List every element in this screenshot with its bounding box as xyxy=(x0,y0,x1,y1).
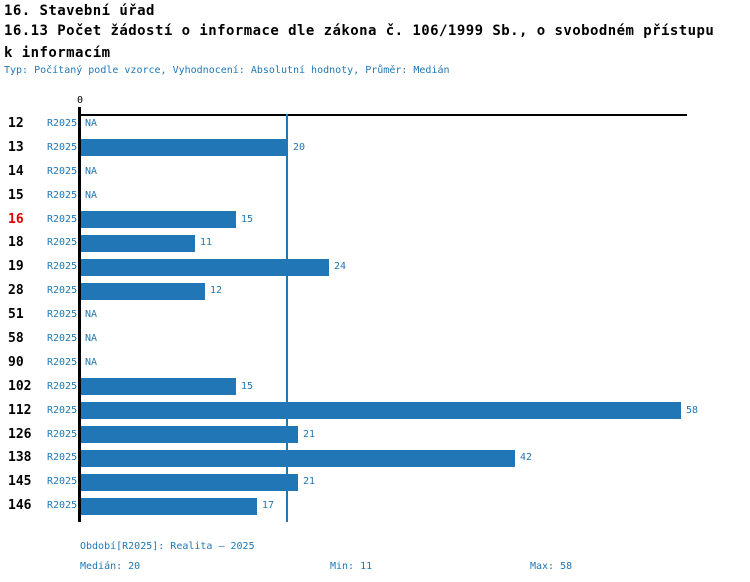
chart-row: 138 R2025 42 xyxy=(0,446,750,470)
row-series-label: R2025 xyxy=(47,213,78,225)
chart-row: 28 R2025 12 xyxy=(0,279,750,303)
row-series-label: R2025 xyxy=(47,404,78,416)
row-series-label: R2025 xyxy=(47,309,78,321)
bar-value-label: 11 xyxy=(200,237,213,249)
row-id-label: 28 xyxy=(8,283,24,299)
bar-value-label: 21 xyxy=(303,428,316,440)
bar-rows-container: 12 R2025 NA 13 R2025 20 14 R2025 NA 15 R2025 NA 16 R2… xyxy=(0,112,750,518)
chart-row: 51 R2025 NA xyxy=(0,303,750,327)
row-id-label: 90 xyxy=(8,354,24,370)
chart-row: 126 R2025 21 xyxy=(0,423,750,447)
row-id-label: 58 xyxy=(8,331,24,347)
report-header: 16. Stavební úřad 16.13 Počet žádostí o … xyxy=(4,2,722,78)
row-series-label: R2025 xyxy=(47,476,78,488)
row-id-label: 126 xyxy=(8,426,32,442)
row-na-label: NA xyxy=(85,333,98,345)
chart-row: 15 R2025 NA xyxy=(0,184,750,208)
chart-row: 16 R2025 15 xyxy=(0,208,750,232)
row-series-label: R2025 xyxy=(47,333,78,345)
row-series-label: R2025 xyxy=(47,285,78,297)
row-id-label: 51 xyxy=(8,307,24,323)
bar-value-label: 12 xyxy=(210,285,223,297)
row-id-label: 18 xyxy=(8,235,24,251)
row-na-label: NA xyxy=(85,118,98,129)
row-series-label: R2025 xyxy=(47,428,78,440)
chart-row: 145 R2025 21 xyxy=(0,470,750,494)
value-bar xyxy=(81,258,330,276)
row-series-label: R2025 xyxy=(47,261,78,273)
row-series-label: R2025 xyxy=(47,356,78,368)
value-bar xyxy=(81,378,237,396)
value-bar xyxy=(81,426,299,444)
row-id-label: 146 xyxy=(8,498,32,514)
median-reference-line xyxy=(286,114,288,522)
row-na-label: NA xyxy=(85,309,98,321)
row-series-label: R2025 xyxy=(47,189,78,201)
chart-row: 19 R2025 24 xyxy=(0,255,750,279)
chart-title: 16.13 Počet žádostí o informace dle záko… xyxy=(4,23,715,61)
bar-value-label: 42 xyxy=(520,452,533,464)
bar-value-label: 24 xyxy=(334,261,347,273)
row-series-label: R2025 xyxy=(47,452,78,464)
bar-value-label: 15 xyxy=(241,380,254,392)
row-id-label: 145 xyxy=(8,474,32,490)
value-bar xyxy=(81,282,206,300)
chart-row: 13 R2025 20 xyxy=(0,136,750,160)
footer-min-stat: Min: 11 xyxy=(330,561,373,572)
row-na-label: NA xyxy=(85,165,98,177)
bar-value-label: 58 xyxy=(686,404,699,416)
x-axis-line xyxy=(78,114,687,116)
row-id-label: 112 xyxy=(8,402,32,418)
row-na-label: NA xyxy=(85,189,98,201)
chart-row: 18 R2025 11 xyxy=(0,231,750,255)
footer-max-stat: Max: 58 xyxy=(530,561,573,572)
bar-value-label: 20 xyxy=(293,141,306,153)
value-bar xyxy=(81,473,299,491)
row-id-label: 138 xyxy=(8,450,32,466)
value-bar xyxy=(81,402,681,420)
row-id-label: 19 xyxy=(8,259,24,275)
chart-row: 112 R2025 58 xyxy=(0,399,750,423)
row-series-label: R2025 xyxy=(47,141,78,153)
y-axis-line xyxy=(78,107,81,522)
value-bar xyxy=(81,234,195,252)
row-id-label: 14 xyxy=(8,163,24,179)
footer-median-stat: Medián: 20 xyxy=(80,561,141,572)
chart-row: 12 R2025 NA xyxy=(0,112,750,136)
footer-period-label: Období[R2025]: Realita – 2025 xyxy=(80,541,255,552)
row-id-label: 102 xyxy=(8,378,32,394)
chart-row: 102 R2025 15 xyxy=(0,375,750,399)
row-series-label: R2025 xyxy=(47,237,78,249)
value-bar xyxy=(81,211,237,229)
chart-meta-line: Typ: Počítaný podle vzorce, Vyhodnocení:… xyxy=(4,65,450,76)
chart-row: 90 R2025 NA xyxy=(0,351,750,375)
row-series-label: R2025 xyxy=(47,380,78,392)
bar-value-label: 17 xyxy=(262,500,275,512)
row-id-label: 15 xyxy=(8,187,24,203)
value-bar xyxy=(81,139,288,157)
row-id-label: 13 xyxy=(8,139,24,155)
row-series-label: R2025 xyxy=(47,500,78,512)
row-id-label: 12 xyxy=(8,116,24,131)
row-series-label: R2025 xyxy=(47,118,78,129)
section-title: 16. Stavební úřad xyxy=(4,3,155,19)
chart-row: 58 R2025 NA xyxy=(0,327,750,351)
row-id-label: 16 xyxy=(8,211,24,227)
chart-row: 14 R2025 NA xyxy=(0,160,750,184)
value-bar xyxy=(81,449,516,467)
bar-value-label: 21 xyxy=(303,476,316,488)
chart-row: 146 R2025 17 xyxy=(0,494,750,518)
bar-value-label: 15 xyxy=(241,213,254,225)
value-bar xyxy=(81,497,257,515)
row-series-label: R2025 xyxy=(47,165,78,177)
row-na-label: NA xyxy=(85,356,98,368)
x-axis-zero-tick-label: 0 xyxy=(76,95,84,106)
